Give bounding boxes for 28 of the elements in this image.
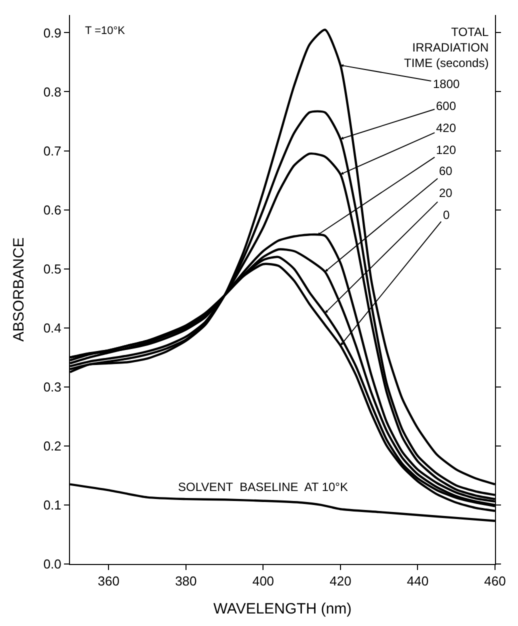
legend-title: TOTAL IRRADIATION TIME (seconds) — [404, 25, 489, 70]
annotation: 20 — [439, 186, 453, 200]
y-axis-title: ABSORBANCE — [10, 237, 28, 342]
y-tick-label: 0.9 — [43, 25, 62, 40]
y-tick-label: 0.4 — [43, 320, 62, 336]
annotation: 1800 — [433, 77, 460, 91]
x-tick-label: 460 — [484, 574, 506, 589]
annotation: 420 — [436, 121, 456, 135]
x-tick-label: 360 — [98, 574, 120, 589]
x-axis-title: WAVELENGTH (nm) — [213, 600, 352, 618]
x-tick-label: 400 — [252, 574, 274, 589]
annotation: 120 — [436, 143, 456, 157]
y-tick-label: 0.8 — [43, 84, 62, 100]
y-tick-label: 0.5 — [43, 261, 62, 276]
annotation: 60 — [439, 164, 453, 178]
y-tick-label: 0.6 — [43, 202, 62, 218]
annotation: T =10°K — [85, 25, 126, 37]
annotation: 0 — [443, 208, 450, 222]
y-tick-label: 0.0 — [43, 556, 62, 572]
y-tick-label: 0.2 — [43, 438, 62, 454]
annotation: 600 — [436, 99, 456, 113]
x-tick-label: 420 — [330, 574, 352, 589]
y-tick-label: 0.7 — [43, 143, 62, 158]
x-tick-label: 440 — [406, 574, 429, 589]
annotation: SOLVENT BASELINE AT 10°K — [178, 480, 348, 494]
x-tick-label: 380 — [175, 574, 197, 589]
y-tick-label: 0.1 — [43, 498, 62, 513]
y-tick-label: 0.3 — [43, 379, 62, 394]
